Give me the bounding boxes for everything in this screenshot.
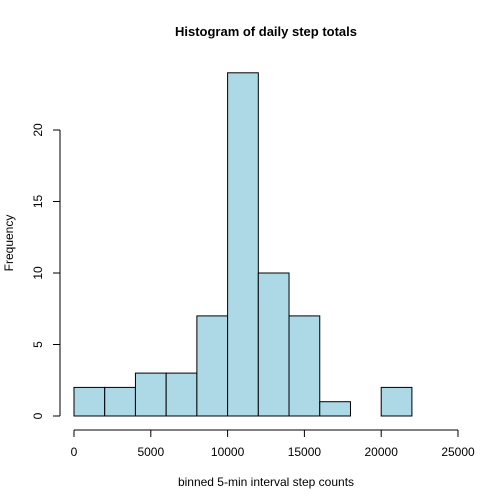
y-tick-label: 20 [31, 123, 45, 137]
x-tick-label: 0 [71, 445, 78, 459]
histogram-bar [165, 372, 198, 417]
histogram-bar [134, 372, 167, 417]
x-tick-label: 20000 [365, 445, 399, 459]
histogram-bar [380, 386, 413, 417]
x-axis-title: binned 5-min interval step counts [178, 475, 354, 489]
y-axis: 0 5 10 15 20 [31, 123, 61, 419]
histogram-bar [257, 272, 290, 417]
bars-group [73, 72, 413, 417]
x-tick-label: 5000 [137, 445, 164, 459]
histogram-bar [288, 315, 321, 417]
histogram-bar [104, 386, 136, 417]
y-tick-label: 5 [31, 341, 45, 348]
y-tick-label: 0 [31, 412, 45, 419]
x-tick-label: 10000 [211, 445, 245, 459]
histogram-bar [319, 401, 351, 417]
y-tick-label: 10 [31, 266, 45, 280]
histogram-bar [73, 386, 106, 417]
histogram-bar [227, 72, 259, 417]
x-tick-label: 25000 [441, 445, 475, 459]
x-axis: 0 5000 10000 15000 20000 25000 [71, 429, 475, 459]
x-tick-label: 15000 [288, 445, 322, 459]
histogram-bar [196, 315, 229, 417]
y-tick-label: 15 [31, 195, 45, 209]
chart-title: Histogram of daily step totals [175, 24, 357, 39]
y-axis-title: Frequency [2, 215, 16, 272]
